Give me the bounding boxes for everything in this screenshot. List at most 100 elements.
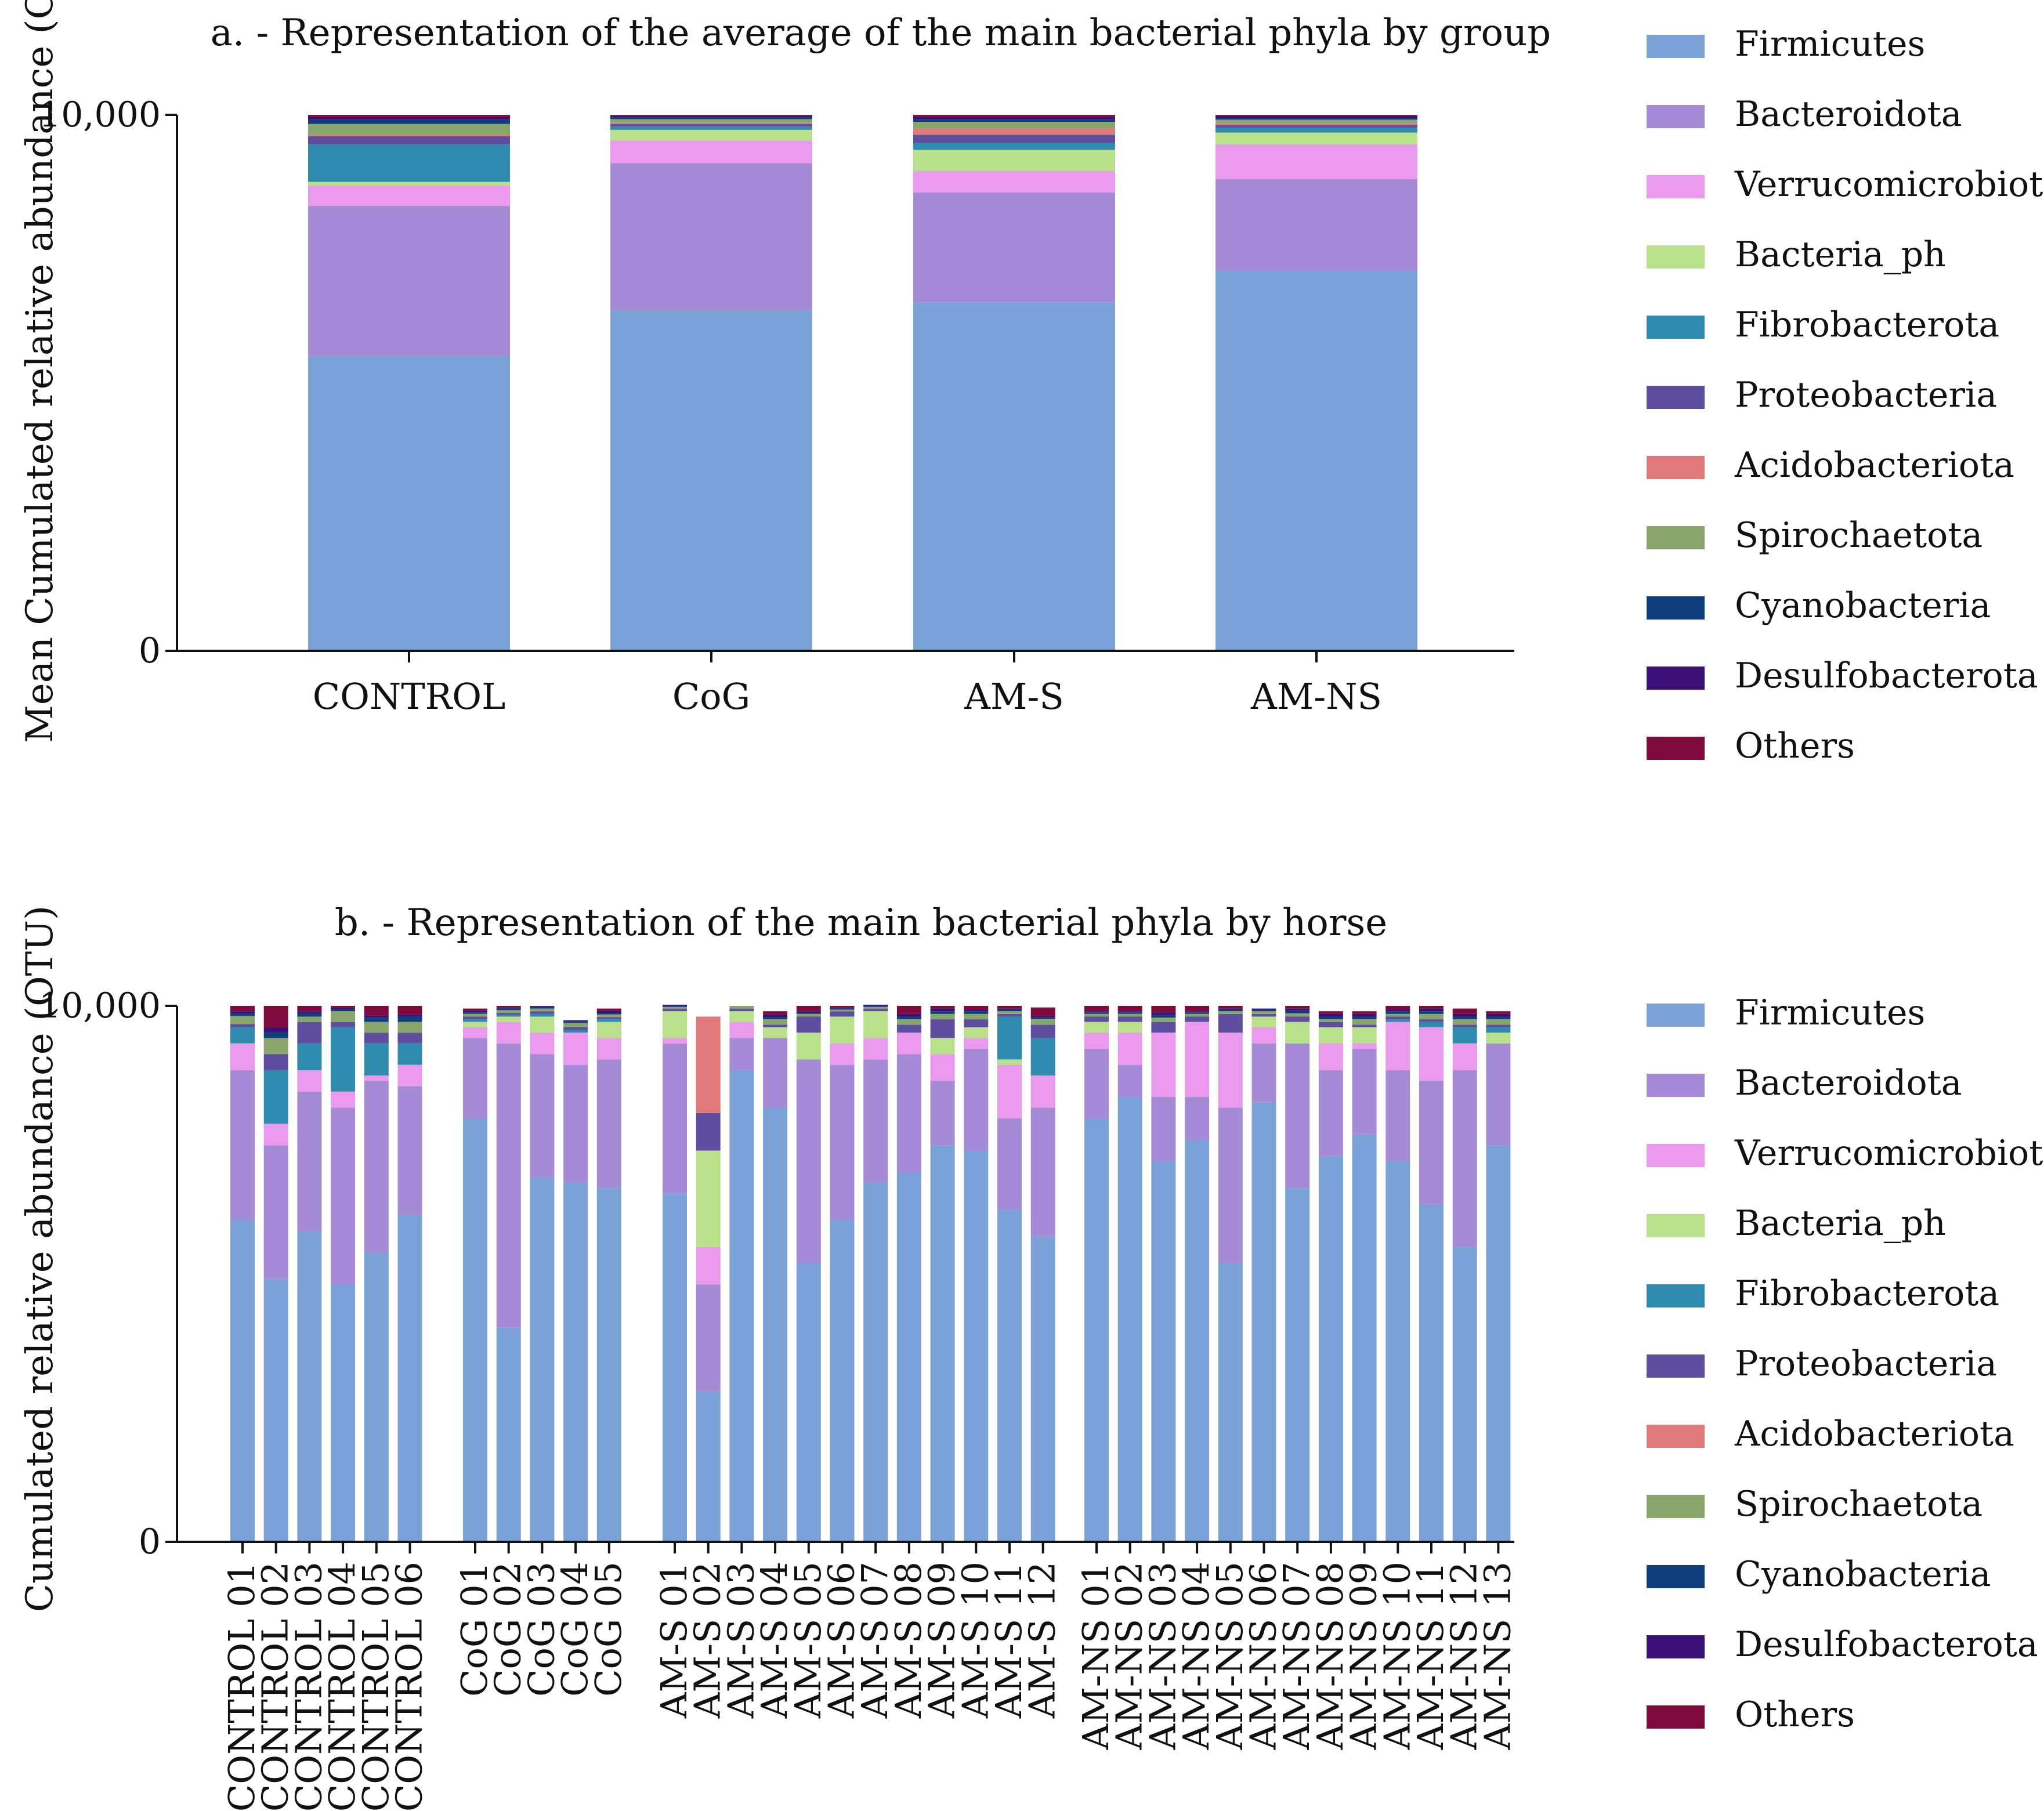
panel-b-bar-cog-04-cyanobacteria (563, 1021, 588, 1023)
panel-b-bar-control-01-spirochaetota (230, 1016, 255, 1024)
panel-b-bar-am-s-01-verrucomicrobiota (663, 1038, 687, 1044)
panel-a-bar-am-s-others (913, 115, 1115, 117)
panel-b-bar-am-ns-08-firmicutes (1318, 1156, 1343, 1542)
panel-b-bar-am-ns-11-firmicutes (1419, 1204, 1444, 1542)
panel-b-bar-am-ns-07-bacteroidota (1285, 1043, 1310, 1189)
panel-b-bar-control-04-fibrobacterota (331, 1027, 356, 1092)
panel-b-bar-am-s-10-desulfobacterota (964, 1009, 989, 1012)
panel-a-bar-cog-spirochaetota (610, 119, 812, 123)
panel-a-legend-swatch-bacteria-ph (1647, 245, 1705, 269)
panel-b-bar-am-ns-04-cyanobacteria (1185, 1012, 1210, 1014)
panel-b-bar-am-ns-13-proteobacteria (1486, 1024, 1511, 1027)
panel-b-bar-cog-03-desulfobacterota (530, 1006, 555, 1007)
panel-b-xtick-label-control-02: CONTROL 02 (254, 1562, 296, 1811)
panel-b-bar-am-ns-03-firmicutes (1151, 1161, 1176, 1542)
panel-b-bar-am-ns-12-proteobacteria (1452, 1024, 1477, 1027)
panel-b-legend-swatch-proteobacteria (1647, 1354, 1705, 1378)
panel-b-bar-am-ns-10-cyanobacteria (1385, 1011, 1410, 1014)
panel-b-xtick-label-control-05: CONTROL 05 (354, 1562, 397, 1811)
panel-b-bar-am-s-04-desulfobacterota (763, 1014, 788, 1017)
panel-b-bar-am-ns-10-verrucomicrobiota (1385, 1022, 1410, 1070)
panel-b-bar-control-06-cyanobacteria (397, 1016, 422, 1022)
panel-b-bar-am-s-07-bacteria-ph (863, 1011, 888, 1038)
panel-b-bar-am-ns-01-bacteria-ph (1084, 1022, 1109, 1033)
panel-b-bar-control-06-proteobacteria (397, 1033, 422, 1044)
panel-a-legend-swatch-firmicutes (1647, 35, 1705, 58)
panel-b-bar-control-06-others (397, 1006, 422, 1015)
panel-b-bar-am-ns-09-firmicutes (1352, 1134, 1377, 1542)
panel-b-bar-am-s-01-spirochaetota (663, 1006, 687, 1009)
panel-b-bar-am-s-05-bacteroidota (796, 1059, 821, 1263)
panel-b-bar-cog-02-fibrobacterota (496, 1015, 521, 1017)
panel-b-bar-am-ns-09-verrucomicrobiota (1352, 1043, 1377, 1049)
panel-a-legend-label-others: Others (1735, 726, 1855, 766)
panel-b-bar-am-ns-13-spirochaetota (1486, 1019, 1511, 1025)
panel-b-bar-am-ns-13-firmicutes (1486, 1145, 1511, 1542)
panel-b-bar-control-05-cyanobacteria (364, 1017, 389, 1022)
panel-b-bar-am-s-04-proteobacteria (763, 1024, 788, 1027)
panel-b-bar-am-s-06-others (830, 1006, 855, 1008)
panel-b-bar-am-ns-06-desulfobacterota (1251, 1008, 1276, 1010)
panel-b-bar-am-ns-09-others (1352, 1011, 1377, 1014)
panel-b-xtick-label-am-s-01: AM-S 01 (653, 1562, 695, 1719)
panel-b-bar-am-ns-01-proteobacteria (1084, 1016, 1109, 1022)
panel-b-bar-am-ns-13-bacteria-ph (1486, 1033, 1511, 1044)
panel-b-bar-control-06-desulfobacterota (397, 1014, 422, 1017)
panel-a-bar-cog-bacteria-ph (610, 129, 812, 141)
panel-b-legend-label-others: Others (1735, 1694, 1855, 1735)
panel-b-bar-cog-05-firmicutes (596, 1188, 621, 1542)
panel-b-y-ticks: 0 10,000 (39, 986, 177, 1562)
panel-b-bar-am-s-07-desulfobacterota (863, 1005, 888, 1006)
panel-b-bar-control-04-others (331, 1006, 356, 1008)
panel-b-xtick-label-am-ns-07: AM-NS 07 (1275, 1562, 1318, 1751)
panel-b-bar-am-ns-07-firmicutes (1285, 1188, 1310, 1542)
panel-b-legend-label-desulfobacterota: Desulfobacterota (1735, 1624, 2038, 1665)
panel-b-bar-control-05-bacteroidota (364, 1081, 389, 1253)
panel-b-legend-swatch-bacteroidota (1647, 1074, 1705, 1097)
panel-b-bar-am-s-12-desulfobacterota (1030, 1016, 1055, 1018)
panel-b-bar-am-s-04-bacteria-ph (763, 1027, 788, 1038)
panel-b-xtick-label-cog-01: CoG 01 (453, 1562, 495, 1697)
panel-b-bar-am-s-10-spirochaetota (964, 1013, 989, 1020)
panel-b-bar-cog-03-firmicutes (530, 1177, 555, 1542)
panel-a-legend-swatch-bacteroidota (1647, 105, 1705, 128)
panel-b-bar-am-s-05-firmicutes (796, 1263, 821, 1542)
panel-b-bar-control-04-verrucomicrobiota (331, 1091, 356, 1108)
panel-b-bar-am-ns-01-spirochaetota (1084, 1013, 1109, 1017)
panel-b-bar-control-01-firmicutes (230, 1220, 255, 1542)
panel-b-bar-am-ns-08-cyanobacteria (1318, 1016, 1343, 1020)
panel-b-bar-am-ns-05-verrucomicrobiota (1218, 1033, 1243, 1108)
panel-b-xtick-label-control-03: CONTROL 03 (287, 1562, 330, 1811)
panel-b-bar-am-ns-01-cyanobacteria (1084, 1012, 1109, 1014)
panel-b-bar-am-s-11-others (997, 1006, 1022, 1009)
panel-a-bar-control-others (308, 115, 510, 117)
panel-b-bar-am-s-02-proteobacteria (696, 1113, 721, 1151)
panel-b-legend-swatch-verrucomicrobiota (1647, 1144, 1705, 1167)
panel-b-bar-cog-04-bacteroidota (563, 1064, 588, 1183)
panel-b-bar-cog-02-desulfobacterota (496, 1007, 521, 1009)
panel-a-bar-am-s-cyanobacteria (913, 119, 1115, 122)
panel-b-bar-am-s-08-others (896, 1006, 921, 1014)
panel-b-bar-control-06-firmicutes (397, 1215, 422, 1542)
panel-b-bar-am-s-02-bacteroidota (696, 1284, 721, 1392)
panel-b-xtick-label-am-s-04: AM-S 04 (753, 1562, 795, 1719)
panel-b-xtick-label-am-s-05: AM-S 05 (787, 1562, 829, 1719)
panel-b-xtick-label-control-06: CONTROL 06 (388, 1562, 430, 1811)
panel-b-bar-control-02-firmicutes (263, 1279, 288, 1542)
panel-b-bar-am-s-09-cyanobacteria (930, 1011, 955, 1014)
panel-b-bar-am-ns-07-bacteria-ph (1285, 1022, 1310, 1044)
panel-b-bar-cog-02-bacteroidota (496, 1043, 521, 1328)
panel-b-bar-cog-05-others (596, 1008, 621, 1011)
panel-a-legend-swatch-fibrobacterota (1647, 316, 1705, 339)
panel-b-bar-am-s-06-spirochaetota (830, 1009, 855, 1012)
panel-b-bar-am-s-02-verrucomicrobiota (696, 1247, 721, 1285)
panel-b-bar-am-ns-07-desulfobacterota (1285, 1008, 1310, 1011)
panel-b-bar-cog-03-proteobacteria (530, 1011, 555, 1014)
panel-b-bar-control-04-spirochaetota (331, 1011, 356, 1022)
panel-b-bar-am-ns-01-others (1084, 1006, 1109, 1012)
panel-b-bar-control-03-fibrobacterota (297, 1043, 322, 1070)
panel-b-bar-am-ns-02-desulfobacterota (1117, 1011, 1142, 1013)
panel-b-bar-am-ns-07-spirochaetota (1285, 1013, 1310, 1017)
panel-b-bar-am-s-05-cyanobacteria (796, 1013, 821, 1014)
panel-b-bar-am-s-12-bacteroidota (1030, 1107, 1055, 1237)
